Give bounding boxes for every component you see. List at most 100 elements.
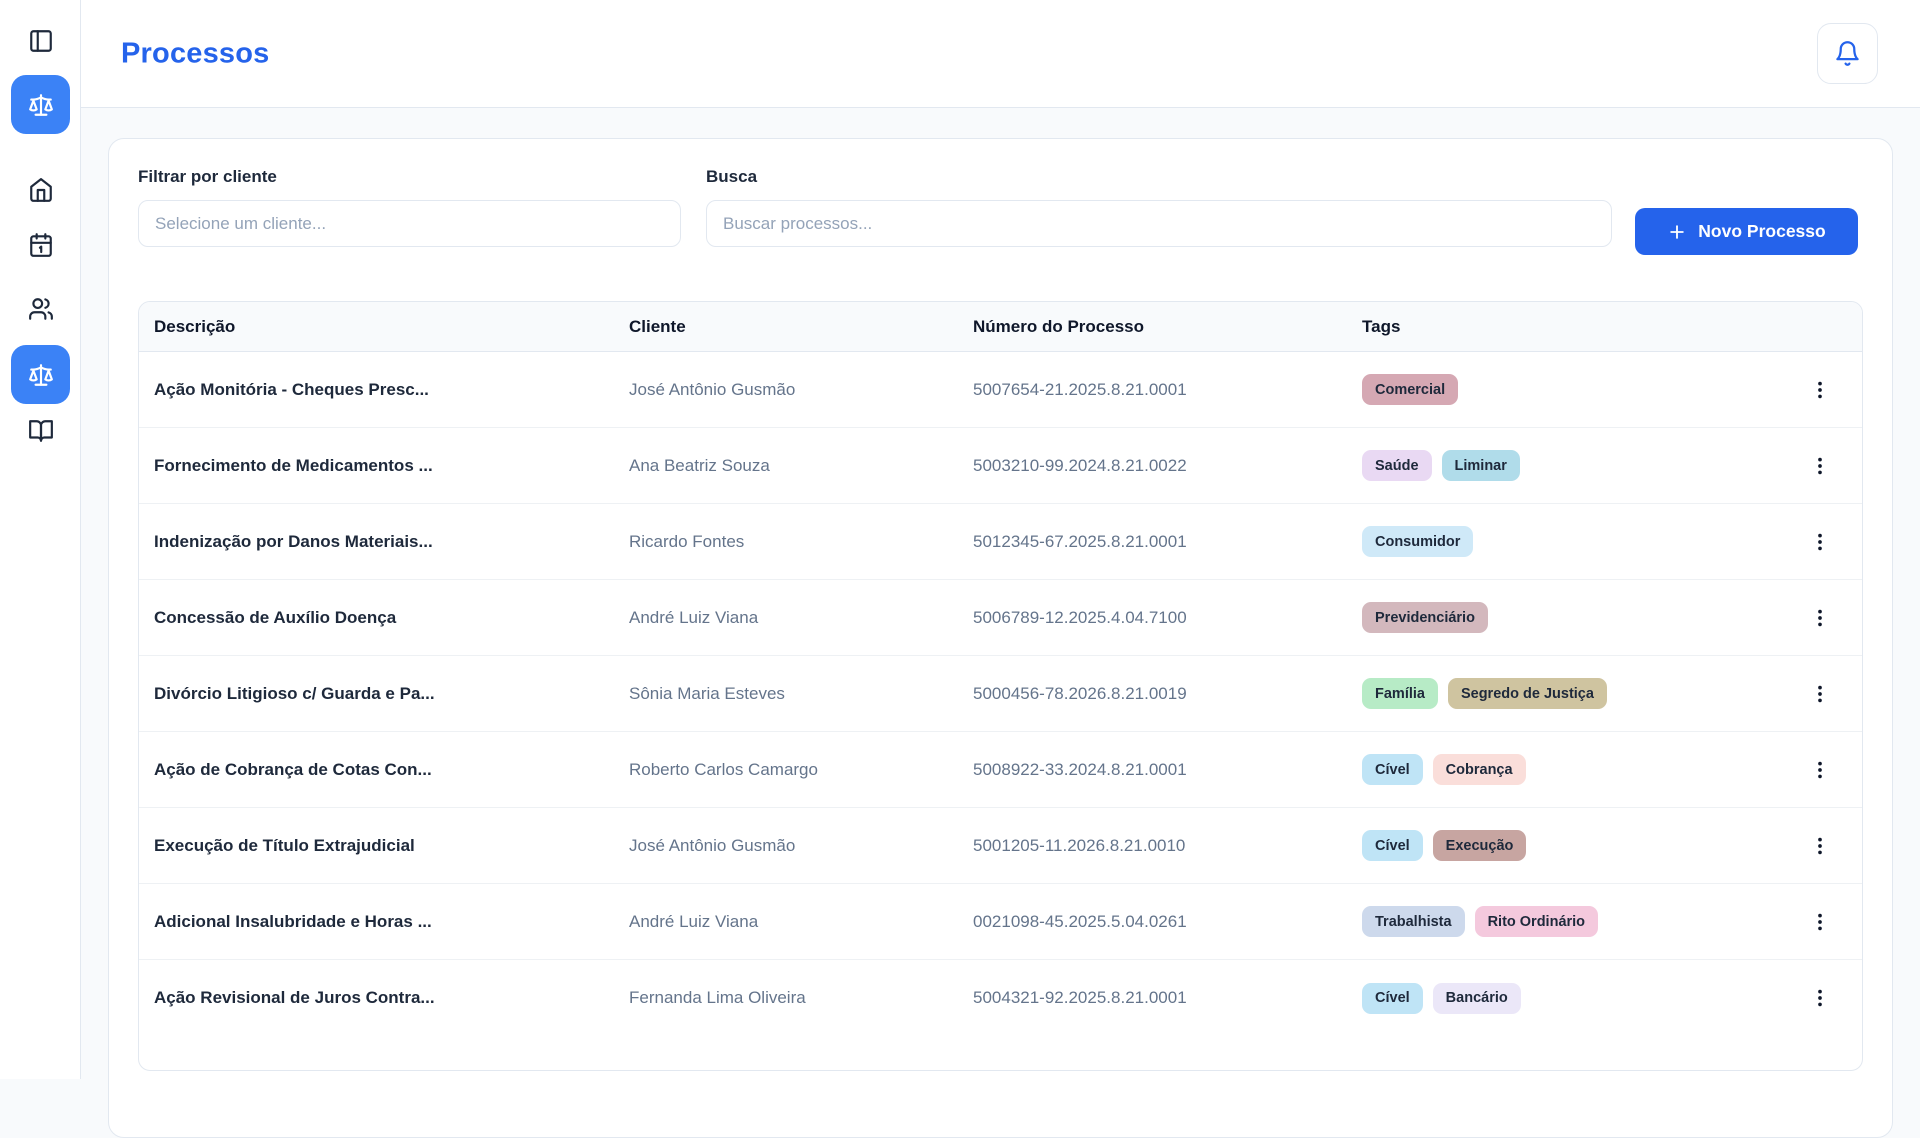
kebab-menu-icon <box>1809 835 1831 857</box>
sidebar-item-calendar[interactable] <box>0 232 81 258</box>
process-client: André Luiz Viana <box>629 911 759 931</box>
process-tags: Saúde Liminar <box>1347 450 1777 481</box>
bell-icon <box>1834 40 1861 67</box>
scales-icon <box>28 92 54 118</box>
sidebar-item-clients[interactable] <box>0 296 81 322</box>
process-number: 5003210-99.2024.8.21.0022 <box>973 455 1187 475</box>
process-description: Ação Monitória - Cheques Presc... <box>154 379 429 399</box>
row-actions-button[interactable] <box>1802 524 1838 560</box>
process-client: José Antônio Gusmão <box>629 835 796 855</box>
row-actions-button[interactable] <box>1802 600 1838 636</box>
calendar-icon <box>28 232 54 258</box>
process-description: Concessão de Auxílio Doença <box>154 607 397 627</box>
sidebar-item-home[interactable] <box>0 177 81 203</box>
process-description: Fornecimento de Medicamentos ... <box>154 455 433 475</box>
tag-badge: Comercial <box>1362 374 1459 405</box>
kebab-menu-icon <box>1809 455 1831 477</box>
table-row[interactable]: Fornecimento de Medicamentos ... Ana Bea… <box>139 428 1862 504</box>
tag-badge: Saúde <box>1362 450 1432 481</box>
search-input[interactable] <box>706 200 1612 247</box>
scales-icon <box>28 362 54 388</box>
column-header-descricao: Descrição <box>154 316 236 336</box>
row-actions-button[interactable] <box>1802 904 1838 940</box>
processes-card: Filtrar por cliente Busca Novo Processo … <box>108 138 1893 1138</box>
sidebar <box>0 0 81 1079</box>
tag-badge: Segredo de Justiça <box>1447 678 1607 709</box>
sidebar-item-library[interactable] <box>0 418 81 444</box>
users-icon <box>28 296 54 322</box>
process-number: 5012345-67.2025.8.21.0001 <box>973 531 1187 551</box>
process-number: 0021098-45.2025.5.04.0261 <box>973 911 1187 931</box>
home-icon <box>28 177 54 203</box>
process-description: Adicional Insalubridade e Horas ... <box>154 911 432 931</box>
table-row[interactable]: Adicional Insalubridade e Horas ... Andr… <box>139 884 1862 960</box>
process-description: Execução de Título Extrajudicial <box>154 835 415 855</box>
process-number: 5008922-33.2024.8.21.0001 <box>973 759 1187 779</box>
row-actions-button[interactable] <box>1802 828 1838 864</box>
table-row[interactable]: Indenização por Danos Materiais... Ricar… <box>139 504 1862 580</box>
plus-icon <box>1667 222 1687 242</box>
process-description: Ação de Cobrança de Cotas Con... <box>154 759 432 779</box>
new-process-button-label: Novo Processo <box>1698 221 1826 241</box>
table-row[interactable]: Ação Revisional de Juros Contra... Ferna… <box>139 960 1862 1036</box>
sidebar-item-processes[interactable] <box>11 345 70 404</box>
tag-badge: Trabalhista <box>1362 906 1465 937</box>
tag-badge: Bancário <box>1432 982 1521 1014</box>
book-open-icon <box>28 418 54 444</box>
tag-badge: Cível <box>1362 982 1423 1014</box>
process-number: 5006789-12.2025.4.04.7100 <box>973 607 1187 627</box>
search-label: Busca <box>706 167 758 186</box>
client-filter-label: Filtrar por cliente <box>138 167 277 186</box>
panel-left-icon <box>28 28 54 54</box>
process-description: Divórcio Litigioso c/ Guarda e Pa... <box>154 683 435 703</box>
table-row[interactable]: Divórcio Litigioso c/ Guarda e Pa... Sôn… <box>139 656 1862 732</box>
sidebar-item-processes-shortcut[interactable] <box>11 75 70 134</box>
table-row[interactable]: Execução de Título Extrajudicial José An… <box>139 808 1862 884</box>
row-actions-button[interactable] <box>1802 980 1838 1016</box>
table-row[interactable]: Ação Monitória - Cheques Presc... José A… <box>139 352 1862 428</box>
kebab-menu-icon <box>1809 379 1831 401</box>
tag-badge: Rito Ordinário <box>1474 906 1599 937</box>
new-process-button[interactable]: Novo Processo <box>1635 208 1858 255</box>
process-number: 5001205-11.2026.8.21.0010 <box>973 835 1186 855</box>
process-client: Fernanda Lima Oliveira <box>629 988 806 1007</box>
tag-badge: Liminar <box>1441 450 1520 481</box>
client-filter-field: Filtrar por cliente <box>138 167 681 247</box>
tag-badge: Família <box>1362 678 1438 709</box>
table-row[interactable]: Ação de Cobrança de Cotas Con... Roberto… <box>139 732 1862 808</box>
filter-row: Filtrar por cliente Busca Novo Processo <box>138 167 1863 285</box>
process-tags: Cível Cobrança <box>1347 754 1777 785</box>
row-actions-button[interactable] <box>1802 448 1838 484</box>
process-number: 5004321-92.2025.8.21.0001 <box>973 988 1187 1007</box>
row-actions-button[interactable] <box>1802 372 1838 408</box>
kebab-menu-icon <box>1809 531 1831 553</box>
tag-badge: Previdenciário <box>1362 602 1488 633</box>
client-filter-select[interactable] <box>138 200 681 247</box>
process-client: Sônia Maria Esteves <box>629 683 785 703</box>
row-actions-button[interactable] <box>1802 676 1838 712</box>
column-header-numero: Número do Processo <box>973 316 1144 336</box>
process-description: Indenização por Danos Materiais... <box>154 531 433 551</box>
tag-badge: Execução <box>1432 830 1527 861</box>
kebab-menu-icon <box>1809 759 1831 781</box>
page-header: Processos <box>81 0 1920 108</box>
kebab-menu-icon <box>1809 683 1831 705</box>
process-client: Roberto Carlos Camargo <box>629 759 818 779</box>
table-row[interactable]: Concessão de Auxílio Doença André Luiz V… <box>139 580 1862 656</box>
process-tags: Previdenciário <box>1347 602 1777 633</box>
process-number: 5000456-78.2026.8.21.0019 <box>973 683 1187 703</box>
process-tags: Comercial <box>1347 374 1777 405</box>
sidebar-item-toggle-sidebar[interactable] <box>0 28 81 54</box>
process-client: André Luiz Viana <box>629 607 759 627</box>
process-tags: Cível Bancário <box>1347 982 1777 1014</box>
tag-badge: Cível <box>1362 754 1423 785</box>
page-title: Processos <box>121 37 270 69</box>
search-field: Busca <box>706 167 1612 247</box>
row-actions-button[interactable] <box>1802 752 1838 788</box>
process-tags: Trabalhista Rito Ordinário <box>1347 906 1777 937</box>
process-number: 5007654-21.2025.8.21.0001 <box>973 379 1187 399</box>
tag-badge: Cível <box>1362 830 1423 861</box>
processes-table: Descrição Cliente Número do Processo Tag… <box>138 301 1863 1071</box>
notifications-button[interactable] <box>1817 23 1878 84</box>
table-body: Ação Monitória - Cheques Presc... José A… <box>139 352 1862 1036</box>
